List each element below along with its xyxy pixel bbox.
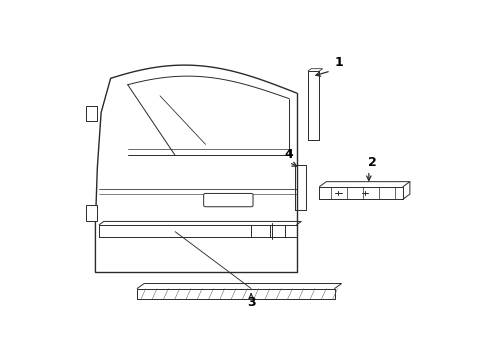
Bar [86,205,98,221]
Text: 1: 1 [334,56,343,69]
Text: 2: 2 [368,156,377,169]
Text: 4: 4 [285,148,294,161]
Text: 3: 3 [247,296,255,309]
FancyBboxPatch shape [204,193,253,207]
Bar [86,105,98,121]
